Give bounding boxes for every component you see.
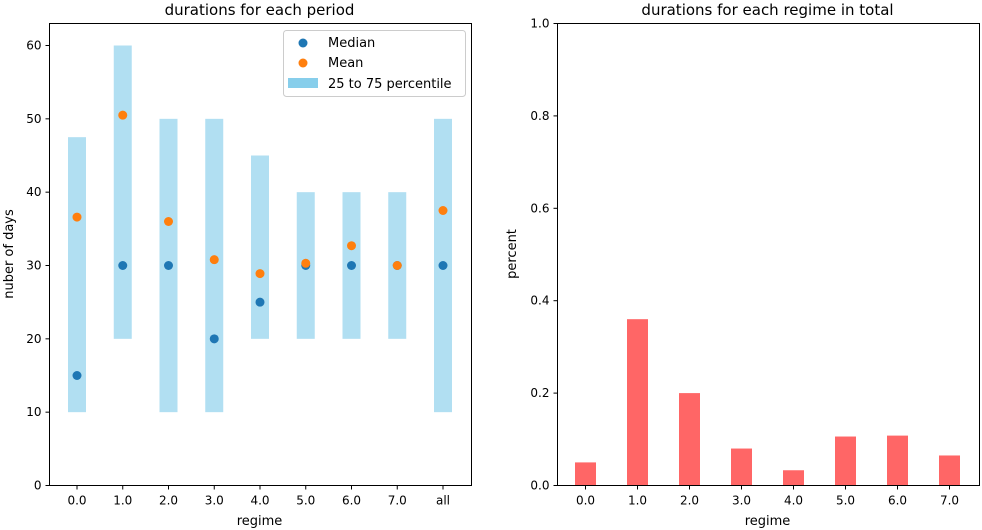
x-tick-label: 6.0 [342,494,361,508]
chart-duration-per-period: durations for each period 0.0 1.0 2.0 3.0 4.… [2,1,472,529]
chart-duration-per-regime-total: durations for each regime in total 0.0 1.… [505,1,980,529]
mean-point [209,255,219,265]
x-tick-label: 3.0 [205,494,224,508]
mean-point [255,269,265,279]
left-y-axis-label: nuber of days [2,209,17,299]
mean-point [438,206,448,215]
left-chart-title: durations for each period [165,1,355,19]
regime-bars [575,319,960,486]
y-tick-label: 10 [26,405,41,419]
y-tick-label: 50 [26,112,41,126]
x-tick-label: 4.0 [250,494,269,508]
x-tick-label: 2.0 [159,494,178,508]
right-chart-title: durations for each regime in total [641,1,893,19]
y-tick-label: 0 [34,479,42,493]
x-tick-label: 7.0 [940,494,959,508]
right-x-axis-label: regime [745,514,791,529]
y-tick-label: 0.0 [530,479,549,493]
y-tick-label: 1.0 [530,17,549,31]
x-tick-label: 3.0 [732,494,751,508]
median-point [72,371,82,380]
x-tick-label: 5.0 [296,494,315,508]
x-tick-label: 2.0 [680,494,699,508]
regime-bar [731,448,752,486]
median-point [118,261,128,270]
median-point [209,334,219,344]
y-tick-label: 30 [26,259,41,273]
percentile-range-bar [205,118,224,413]
x-tick-label: 4.0 [784,494,803,508]
x-tick-label: 1.0 [113,494,132,508]
x-tick-label: 0.0 [576,494,595,508]
legend-median-marker [298,38,308,48]
percentile-range-bar [113,45,132,339]
x-tick-label: 5.0 [836,494,855,508]
median-point [347,261,356,270]
left-x-axis-label: regime [237,514,283,529]
scatter-points [72,110,448,380]
percentile-range-bar [251,155,269,339]
x-tick-label: 6.0 [888,494,907,508]
regime-bar [679,393,700,486]
median-point [438,261,448,270]
regime-bar [939,455,960,486]
y-tick-label: 0.6 [530,201,549,215]
y-tick-label: 0.8 [530,109,549,123]
median-point [255,297,265,307]
regime-bar [835,436,856,486]
x-tick-label: 0.0 [67,494,86,508]
regime-bar [627,319,648,486]
right-x-ticks: 0.0 1.0 2.0 3.0 4.0 5.0 6.0 7.0 [576,485,959,508]
legend-box [283,30,466,97]
right-y-ticks: 0.0 0.2 0.4 0.6 0.8 1.0 [530,17,558,493]
x-tick-label: 1.0 [628,494,647,508]
y-tick-label: 0.2 [530,386,549,400]
mean-point [72,212,82,222]
x-tick-label: 7.0 [388,494,407,508]
y-tick-label: 40 [26,185,41,199]
y-tick-label: 60 [26,39,41,53]
right-y-axis-label: percent [505,229,520,279]
mean-point [118,110,128,120]
left-x-ticks: 0.0 1.0 2.0 3.0 4.0 5.0 6.0 7.0 all [67,485,450,508]
mean-point [347,241,356,251]
y-tick-label: 0.4 [530,294,549,308]
percentile-range-bars [68,45,452,413]
legend-percentile-label: 25 to 75 percentile [328,77,452,92]
median-point [164,261,173,270]
legend: Median Mean 25 to 75 percentile [283,30,466,97]
regime-bar [783,470,804,486]
mean-point [301,258,311,268]
x-tick-label: all [436,494,450,508]
right-plot-frame [557,23,980,486]
mean-point [164,217,173,226]
regime-bar [575,462,596,486]
percentile-range-bar [68,137,86,413]
regime-bar [887,435,908,486]
legend-percentile-marker [288,78,318,88]
legend-median-label: Median [328,36,375,51]
legend-mean-label: Mean [328,56,363,71]
legend-mean-marker [298,58,308,68]
mean-point [392,261,402,270]
y-tick-label: 20 [26,332,41,346]
left-y-ticks: 0 10 20 30 40 50 60 [26,39,50,493]
